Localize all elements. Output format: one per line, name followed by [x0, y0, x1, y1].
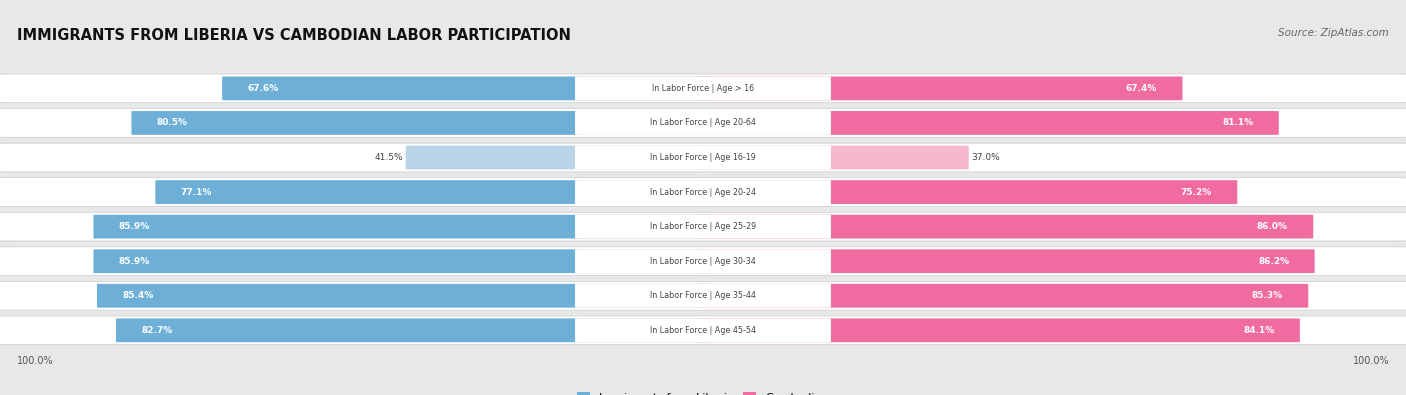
FancyBboxPatch shape — [131, 111, 709, 135]
FancyBboxPatch shape — [575, 284, 831, 308]
FancyBboxPatch shape — [697, 249, 1315, 273]
Legend: Immigrants from Liberia, Cambodian: Immigrants from Liberia, Cambodian — [576, 392, 830, 395]
FancyBboxPatch shape — [0, 316, 1406, 345]
FancyBboxPatch shape — [0, 178, 1406, 207]
Text: 41.5%: 41.5% — [374, 153, 402, 162]
FancyBboxPatch shape — [575, 111, 831, 135]
FancyBboxPatch shape — [0, 281, 1406, 310]
Text: 67.6%: 67.6% — [247, 84, 278, 93]
Text: 81.1%: 81.1% — [1222, 118, 1254, 128]
FancyBboxPatch shape — [115, 318, 709, 342]
FancyBboxPatch shape — [575, 145, 831, 169]
Text: In Labor Force | Age 16-19: In Labor Force | Age 16-19 — [650, 153, 756, 162]
Text: 77.1%: 77.1% — [181, 188, 212, 197]
Text: In Labor Force | Age > 16: In Labor Force | Age > 16 — [652, 84, 754, 93]
FancyBboxPatch shape — [0, 247, 1406, 276]
Text: 84.1%: 84.1% — [1243, 326, 1275, 335]
FancyBboxPatch shape — [405, 146, 709, 169]
FancyBboxPatch shape — [575, 318, 831, 342]
Text: 67.4%: 67.4% — [1126, 84, 1157, 93]
FancyBboxPatch shape — [697, 318, 1299, 342]
FancyBboxPatch shape — [697, 146, 969, 169]
Text: 82.7%: 82.7% — [141, 326, 173, 335]
Text: 80.5%: 80.5% — [156, 118, 188, 128]
FancyBboxPatch shape — [0, 109, 1406, 137]
FancyBboxPatch shape — [697, 284, 1308, 308]
Text: IMMIGRANTS FROM LIBERIA VS CAMBODIAN LABOR PARTICIPATION: IMMIGRANTS FROM LIBERIA VS CAMBODIAN LAB… — [17, 28, 571, 43]
FancyBboxPatch shape — [697, 77, 1182, 100]
FancyBboxPatch shape — [575, 214, 831, 239]
Text: In Labor Force | Age 30-34: In Labor Force | Age 30-34 — [650, 257, 756, 266]
FancyBboxPatch shape — [697, 180, 1237, 204]
Text: In Labor Force | Age 20-24: In Labor Force | Age 20-24 — [650, 188, 756, 197]
Text: 85.3%: 85.3% — [1251, 291, 1282, 300]
FancyBboxPatch shape — [156, 180, 709, 204]
Text: Source: ZipAtlas.com: Source: ZipAtlas.com — [1278, 28, 1389, 38]
Text: 100.0%: 100.0% — [17, 356, 53, 365]
FancyBboxPatch shape — [0, 74, 1406, 103]
Text: In Labor Force | Age 20-64: In Labor Force | Age 20-64 — [650, 118, 756, 128]
Text: In Labor Force | Age 45-54: In Labor Force | Age 45-54 — [650, 326, 756, 335]
FancyBboxPatch shape — [93, 249, 709, 273]
Text: 75.2%: 75.2% — [1181, 188, 1212, 197]
Text: 86.0%: 86.0% — [1257, 222, 1288, 231]
Text: In Labor Force | Age 25-29: In Labor Force | Age 25-29 — [650, 222, 756, 231]
Text: In Labor Force | Age 35-44: In Labor Force | Age 35-44 — [650, 291, 756, 300]
Text: 85.9%: 85.9% — [118, 257, 150, 266]
FancyBboxPatch shape — [222, 77, 709, 100]
Text: 100.0%: 100.0% — [1353, 356, 1389, 365]
Text: 85.9%: 85.9% — [118, 222, 150, 231]
Text: 86.2%: 86.2% — [1258, 257, 1289, 266]
FancyBboxPatch shape — [0, 143, 1406, 172]
FancyBboxPatch shape — [575, 180, 831, 204]
FancyBboxPatch shape — [575, 249, 831, 273]
FancyBboxPatch shape — [0, 212, 1406, 241]
FancyBboxPatch shape — [575, 76, 831, 100]
Text: 85.4%: 85.4% — [122, 291, 153, 300]
Text: 37.0%: 37.0% — [972, 153, 1000, 162]
FancyBboxPatch shape — [697, 215, 1313, 239]
FancyBboxPatch shape — [697, 111, 1279, 135]
FancyBboxPatch shape — [97, 284, 709, 308]
FancyBboxPatch shape — [93, 215, 709, 239]
